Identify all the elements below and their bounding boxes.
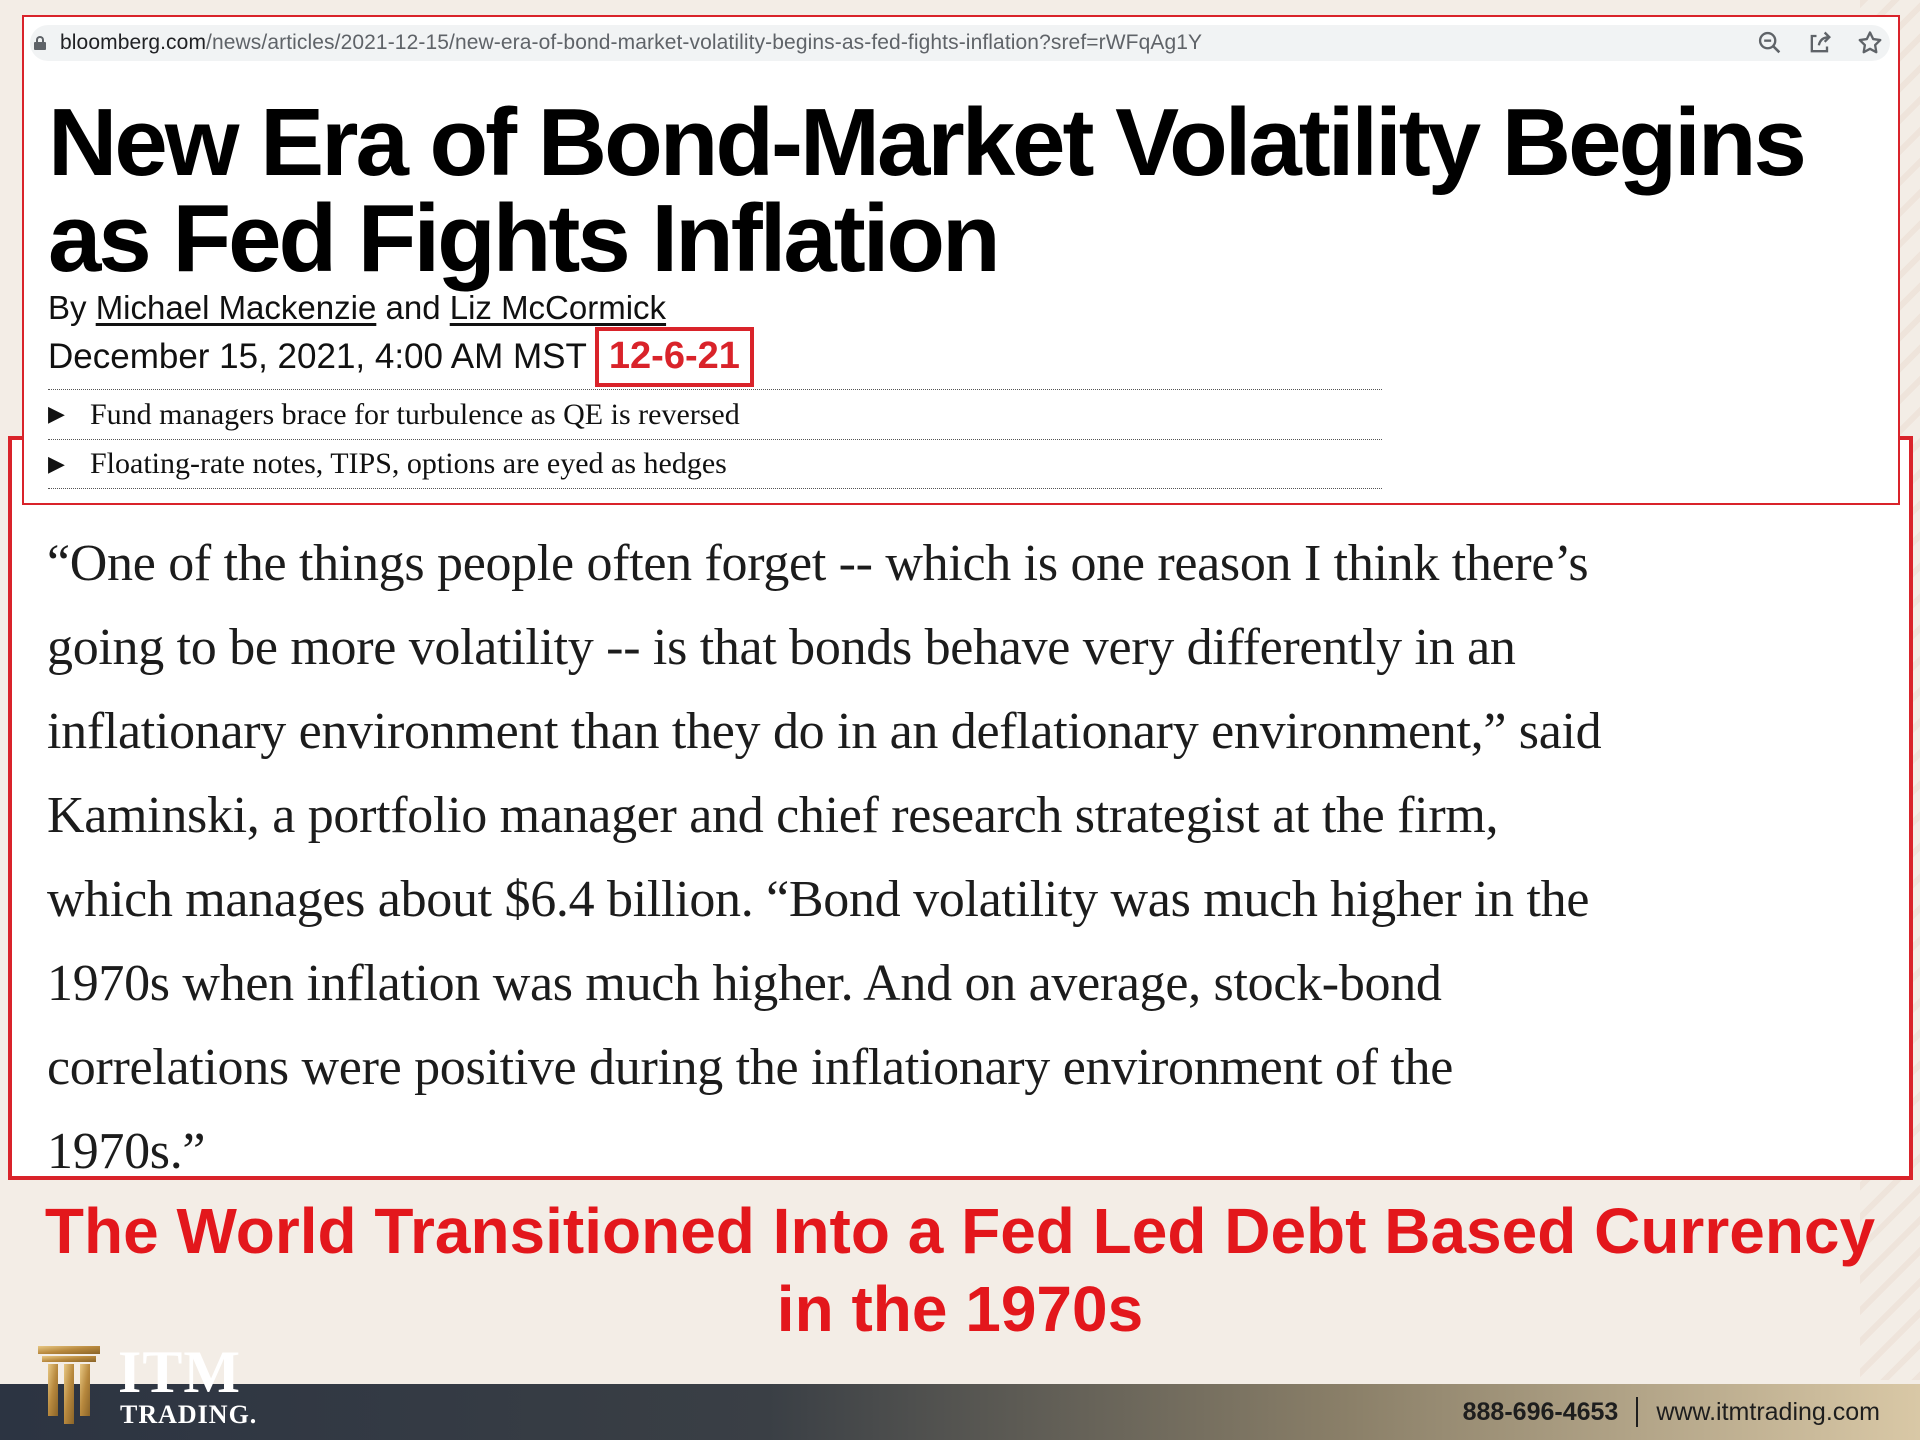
quote-line: 1970s when inflation was much higher. An…: [47, 955, 1442, 1012]
byline-prefix: By: [48, 289, 87, 326]
quote-line: correlations were positive during the in…: [47, 1039, 1453, 1096]
author-link[interactable]: Liz McCormick: [449, 289, 667, 326]
footer-contact: 888-696-4653 www.itmtrading.com: [1463, 1384, 1880, 1440]
url-domain: bloomberg.com: [60, 31, 207, 54]
zoom-out-icon[interactable]: [1756, 29, 1784, 57]
date-badge: 12-6-21: [594, 327, 754, 387]
triangle-icon: ▶: [48, 451, 65, 477]
lock-icon[interactable]: [34, 36, 46, 50]
bullet-text: Floating-rate notes, TIPS, options are e…: [90, 447, 727, 480]
headline-line: New Era of Bond-Market Volatility Begins: [48, 89, 1807, 196]
caption-line: in the 1970s: [776, 1273, 1144, 1345]
footer-bar: 888-696-4653 www.itmtrading.com: [0, 1384, 1920, 1440]
byline: By Michael Mackenzie and Liz McCormick: [48, 289, 666, 327]
itm-trading-logo: ITM TRADING.: [36, 1339, 266, 1434]
triangle-icon: ▶: [48, 402, 65, 427]
url-path: /news/articles/2021-12-15/new-era-of-bon…: [206, 31, 1203, 54]
quote-line: inflationary environment than they do in…: [47, 703, 1602, 760]
byline-and: and: [385, 289, 441, 326]
column-emblem-icon: [38, 1346, 100, 1424]
website-link[interactable]: www.itmtrading.com: [1656, 1397, 1880, 1426]
address-bar[interactable]: bloomberg.com/news/articles/2021-12-15/n…: [30, 25, 1890, 61]
author-link[interactable]: Michael Mackenzie: [95, 289, 377, 326]
url-text[interactable]: bloomberg.com/news/articles/2021-12-15/n…: [60, 31, 1202, 55]
bullet-item: ▶ Floating-rate notes, TIPS, options are…: [48, 439, 1382, 489]
article-screenshot: bloomberg.com/news/articles/2021-12-15/n…: [22, 15, 1900, 505]
caption-line: The World Transitioned Into a Fed Led De…: [44, 1195, 1876, 1267]
quote-box: “One of the things people often forget -…: [8, 436, 1913, 1180]
star-icon[interactable]: [1856, 29, 1884, 57]
divider: [1636, 1397, 1639, 1427]
share-icon[interactable]: [1806, 29, 1834, 57]
quote-line: which manages about $6.4 billion. “Bond …: [47, 871, 1590, 928]
quote-line: going to be more volatility -- is that b…: [47, 619, 1516, 676]
quote-line: “One of the things people often forget -…: [47, 535, 1589, 592]
logo-word: ITM: [118, 1339, 241, 1405]
logo-subtitle: TRADING.: [120, 1400, 258, 1429]
headline-line: as Fed Fights Inflation: [48, 185, 1001, 292]
publish-date: December 15, 2021, 4:00 AM MST: [48, 337, 587, 376]
article-headline: New Era of Bond-Market Volatility Begins…: [48, 95, 1898, 287]
quote-line: Kaminski, a portfolio manager and chief …: [47, 787, 1499, 844]
quote-text: “One of the things people often forget -…: [47, 522, 1907, 1194]
slide-caption: The World Transitioned Into a Fed Led De…: [0, 1192, 1920, 1348]
bullet-item: ▶ Fund managers brace for turbulence as …: [48, 389, 1382, 439]
quote-line: 1970s.”: [47, 1123, 206, 1180]
phone-number[interactable]: 888-696-4653: [1462, 1397, 1619, 1426]
bullet-text: Fund managers brace for turbulence as QE…: [90, 397, 740, 431]
summary-bullets: ▶ Fund managers brace for turbulence as …: [48, 389, 1382, 489]
dateline: December 15, 2021, 4:00 AM MST 12-6-21: [48, 327, 754, 387]
